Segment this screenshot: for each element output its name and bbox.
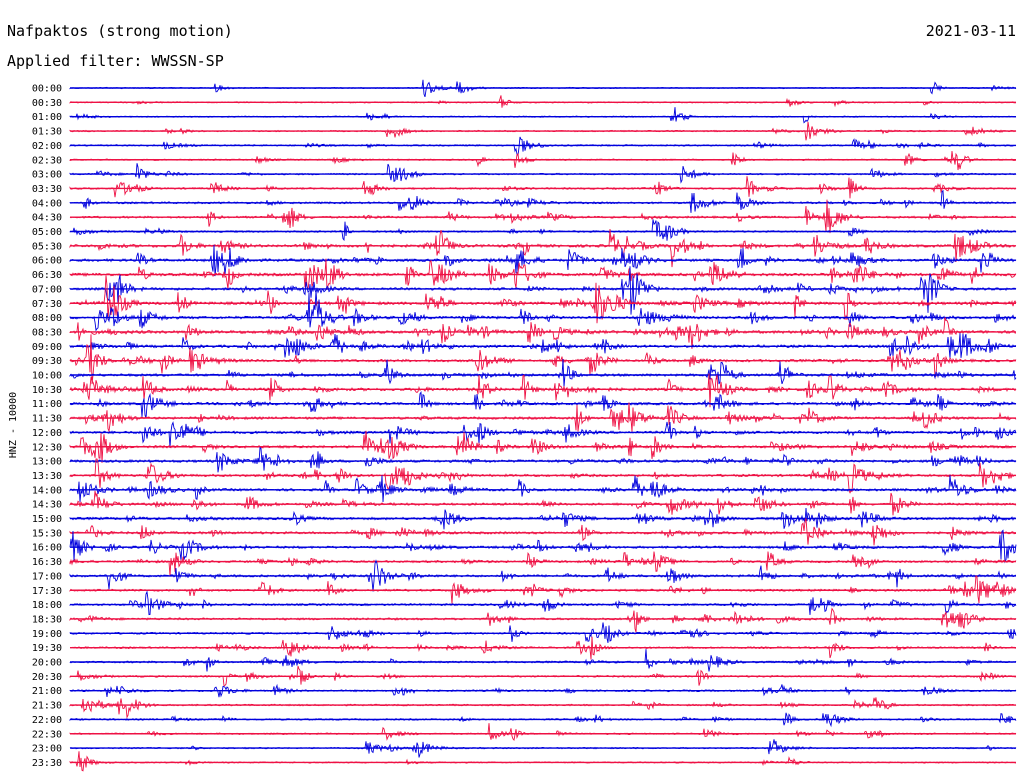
trace-row — [69, 358, 1017, 387]
row-time-label: 13:00 — [32, 457, 62, 468]
row-time-label: 14:30 — [32, 500, 62, 511]
row-time-label: 00:00 — [32, 84, 62, 95]
row-time-label: 03:00 — [32, 170, 62, 181]
trace-row — [69, 475, 1017, 503]
row-time-label: 02:30 — [32, 155, 62, 166]
row-time-label: 05:30 — [32, 241, 62, 252]
row-time-label: 19:00 — [32, 629, 62, 640]
trace-row — [69, 150, 1017, 171]
row-time-label: 08:30 — [32, 327, 62, 338]
trace-row — [69, 446, 1017, 473]
row-time-label: 20:00 — [32, 658, 62, 669]
trace-row — [69, 518, 1017, 546]
row-time-label: 09:30 — [32, 356, 62, 367]
trace-row — [69, 95, 1017, 108]
trace-row — [69, 751, 1016, 772]
trace-row — [69, 163, 1017, 184]
trace-row — [69, 176, 1017, 199]
row-time-label: 06:00 — [32, 256, 62, 267]
row-time-label: 23:00 — [32, 744, 62, 755]
trace-row — [69, 529, 1017, 564]
date-label: 2021-03-11 — [926, 22, 1016, 40]
row-time-label: 08:00 — [32, 313, 62, 324]
row-time-label: 16:00 — [32, 543, 62, 554]
row-time-label: 05:00 — [32, 227, 62, 238]
row-time-label: 04:00 — [32, 198, 62, 209]
row-time-label: 16:30 — [32, 557, 62, 568]
trace-row — [69, 607, 1017, 633]
trace-row — [69, 189, 1017, 213]
row-time-label: 20:30 — [32, 672, 62, 683]
row-time-label: 12:00 — [32, 428, 62, 439]
row-time-label: 10:30 — [32, 385, 62, 396]
trace-row — [69, 551, 1017, 577]
trace-row — [69, 723, 1017, 741]
row-time-label: 12:30 — [32, 442, 62, 453]
row-time-label: 10:00 — [32, 371, 62, 382]
row-time-label: 06:30 — [32, 270, 62, 281]
row-time-label: 18:00 — [32, 600, 62, 611]
trace-row — [69, 275, 1017, 324]
row-time-label: 11:00 — [32, 399, 62, 410]
row-time-label: 11:30 — [32, 414, 62, 425]
row-time-label: 15:00 — [32, 514, 62, 525]
trace-row — [69, 402, 1017, 433]
row-time-label: 07:30 — [32, 299, 62, 310]
trace-row — [69, 244, 1017, 277]
row-time-label: 21:00 — [32, 686, 62, 697]
trace-row — [69, 373, 1017, 408]
row-time-label: 18:30 — [32, 614, 62, 625]
row-time-label: 07:00 — [32, 284, 62, 295]
trace-row — [69, 649, 1017, 672]
y-axis-label: HNZ - 10000 — [8, 392, 19, 458]
row-time-label: 22:00 — [32, 715, 62, 726]
trace-row — [69, 107, 1017, 124]
trace-rows: 00:00 00:30 01:00 01:30 02:00 02:30 03:00 03:30… — [32, 79, 1017, 772]
row-time-label: 19:30 — [32, 643, 62, 654]
trace-row — [69, 490, 1017, 516]
trace-row — [69, 697, 1017, 719]
trace-row — [69, 590, 1017, 616]
trace-row — [69, 219, 1017, 242]
row-time-label: 02:00 — [32, 141, 62, 152]
trace-row — [69, 290, 1017, 332]
row-time-label: 17:00 — [32, 571, 62, 582]
trace-row — [69, 317, 1016, 349]
trace-row — [69, 390, 1017, 419]
row-time-label: 09:00 — [32, 342, 62, 353]
station-title: Nafpaktos (strong motion) — [7, 22, 233, 40]
trace-row — [69, 136, 1017, 157]
filter-label: Applied filter: WWSSN-SP — [7, 52, 224, 70]
row-time-label: 01:30 — [32, 127, 62, 138]
row-time-label: 00:30 — [32, 98, 62, 109]
row-time-label: 21:30 — [32, 701, 62, 712]
row-time-label: 17:30 — [32, 586, 62, 597]
row-time-label: 23:30 — [32, 758, 62, 769]
row-time-label: 04:30 — [32, 213, 62, 224]
row-time-label: 13:30 — [32, 471, 62, 482]
row-time-label: 22:30 — [32, 729, 62, 740]
row-time-label: 15:30 — [32, 528, 62, 539]
row-time-label: 01:00 — [32, 112, 62, 123]
row-time-label: 14:00 — [32, 485, 62, 496]
row-time-label: 03:30 — [32, 184, 62, 195]
